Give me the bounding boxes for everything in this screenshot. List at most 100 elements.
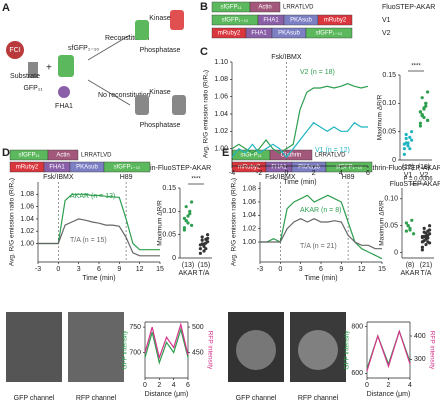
point: [402, 152, 406, 156]
point: [422, 106, 426, 110]
point: [402, 142, 406, 146]
point: [184, 205, 188, 209]
y-axis-label: Avg. R/G emission ratio (R/R₀): [9, 178, 16, 266]
significance: ****: [411, 64, 421, 70]
count-label: (8): [406, 262, 415, 269]
point: [182, 228, 186, 232]
count-label: (18): [418, 164, 430, 171]
point: [410, 218, 414, 222]
series-label: T/A (n = 15): [70, 237, 107, 244]
label: GFP₁₁: [23, 85, 43, 92]
y-tick-label: 0.15: [162, 185, 176, 192]
x-tick-label: 6: [97, 266, 101, 273]
y-tick-label: 0.10: [162, 208, 176, 215]
x-axis-label: Distance (μm): [367, 391, 411, 398]
point: [188, 209, 192, 213]
point: [420, 96, 424, 100]
series-line: [144, 327, 189, 365]
y-tick-label: 1.02: [214, 128, 228, 135]
point: [422, 239, 426, 243]
series-label: T/A (n = 21): [300, 243, 337, 250]
y-axis-label: Maximum ΔR/R: [377, 94, 384, 140]
axis-series-label: GFP intensity: [344, 330, 351, 370]
label: FHA1: [55, 103, 73, 110]
construct-segment: [249, 1, 281, 13]
x-tick-label: 3: [299, 266, 303, 273]
y-tick-label: 0.15: [382, 72, 396, 79]
segment-label: sfGFP₁₋₁₀: [114, 165, 141, 171]
point: [408, 135, 412, 139]
label: Phosphatase: [140, 122, 181, 129]
y-tick-label: 1.02: [20, 228, 34, 235]
sfgfp-shape: [58, 55, 74, 77]
axis-series-label: GFP intensity: [122, 330, 129, 370]
point: [426, 233, 430, 237]
x-tick-label: 4: [172, 382, 176, 389]
series-label: AKAR (n = 8): [300, 207, 341, 214]
segment-label: PKAsub: [298, 165, 320, 171]
point: [422, 226, 426, 230]
y-axis-label: Avg. R/G emission ratio (R/R₀): [203, 70, 210, 158]
category-label: AKAR: [400, 270, 419, 277]
panel-letter: A: [2, 2, 10, 14]
segment-label: sfGFP₁₁: [18, 153, 39, 159]
category-label: T/A: [199, 270, 210, 277]
label: Kinase: [149, 15, 171, 22]
panel-letter: E: [222, 147, 229, 159]
y-tick-label: 450: [192, 349, 204, 356]
significance: ****: [191, 177, 201, 183]
y-tick-label: 1.06: [214, 94, 228, 101]
y-tick-label: 0.10: [384, 196, 398, 203]
y-tick-label: 1.00: [20, 240, 34, 247]
point: [428, 228, 432, 232]
label: Reconstitution: [105, 35, 149, 42]
point: [420, 234, 424, 239]
segment-label: FHA1: [271, 165, 287, 171]
x-tick-label: 2: [312, 170, 316, 177]
y-axis-label: Maximum ΔR/R: [379, 200, 386, 246]
x-axis-label: Time (min): [283, 179, 316, 186]
category-label: T/A: [421, 270, 432, 277]
count-label: (13): [182, 262, 194, 269]
segment-label: Clathrin: [281, 153, 302, 159]
gfp-image: [6, 312, 62, 382]
x-tick-label: -3: [35, 266, 41, 273]
series-line: [260, 218, 382, 250]
x-axis-label: Distance (μm): [145, 391, 189, 398]
segment-label: FHA1: [49, 165, 65, 171]
y-tick-label: 1.08: [242, 186, 256, 193]
y-tick-label: 0.05: [382, 129, 396, 136]
axis-series-label: RFP intensity: [428, 331, 435, 370]
fci-disc: [6, 41, 24, 59]
y-tick-label: 1.06: [20, 203, 34, 210]
series-line: [366, 329, 411, 372]
segment-label: mRuby2: [324, 18, 347, 24]
panel-letter: B: [200, 1, 208, 13]
x-tick-label: 0: [365, 382, 369, 389]
x-tick-label: 0: [284, 170, 288, 177]
point: [404, 221, 408, 225]
point: [404, 132, 408, 137]
tail-label: LRRATLVD: [81, 153, 112, 159]
segment-label: mRuby2: [218, 31, 241, 37]
point: [412, 232, 416, 236]
series-line: [231, 83, 369, 154]
point: [198, 251, 202, 255]
y-tick-label: 1.04: [242, 212, 256, 219]
y-tick-label: 0: [172, 255, 176, 262]
x-tick-label: 2: [387, 382, 391, 389]
x-tick-label: 15: [156, 266, 164, 273]
point: [410, 130, 414, 134]
point: [402, 147, 406, 151]
point: [184, 219, 188, 223]
fha1-shape: [58, 86, 70, 98]
y-tick-label: 700: [129, 349, 141, 356]
segment-label: PKAsub: [278, 31, 300, 37]
point: [406, 141, 410, 145]
y-tick-label: 0: [394, 249, 398, 256]
annotation: Fsk/IBMX: [265, 174, 296, 181]
point: [190, 200, 194, 204]
segment-label: sfGFP₁₋₁₀: [316, 31, 343, 37]
point: [420, 245, 424, 249]
